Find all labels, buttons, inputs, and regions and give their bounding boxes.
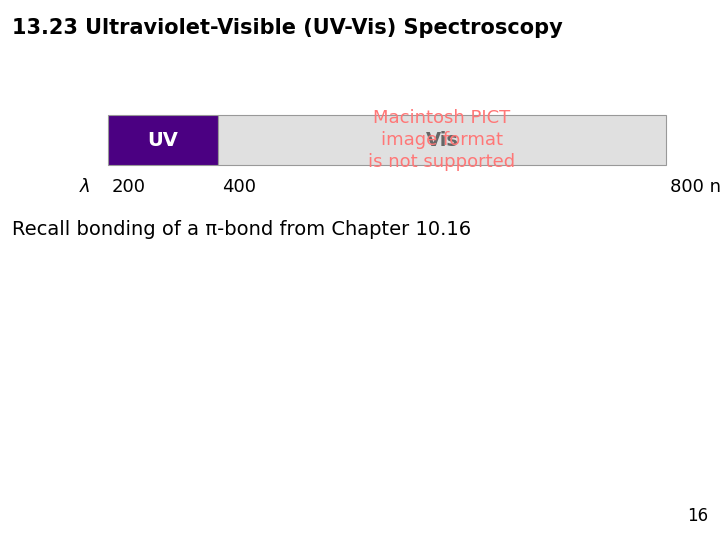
Text: UV: UV [148,131,179,150]
Text: 200: 200 [112,178,146,196]
Text: 400: 400 [222,178,256,196]
Text: 13.23 Ultraviolet-Visible (UV-Vis) Spectroscopy: 13.23 Ultraviolet-Visible (UV-Vis) Spect… [12,18,563,38]
Text: 16: 16 [687,507,708,525]
Text: Macintosh PICT
image format
is not supported: Macintosh PICT image format is not suppo… [369,109,516,171]
Bar [218,115,666,165]
Text: λ: λ [79,178,90,196]
Text: Recall bonding of a π-bond from Chapter 10.16: Recall bonding of a π-bond from Chapter … [12,220,471,239]
Bar [108,115,218,165]
Text: Vis: Vis [426,131,459,150]
Text: 800 nm: 800 nm [670,178,720,196]
